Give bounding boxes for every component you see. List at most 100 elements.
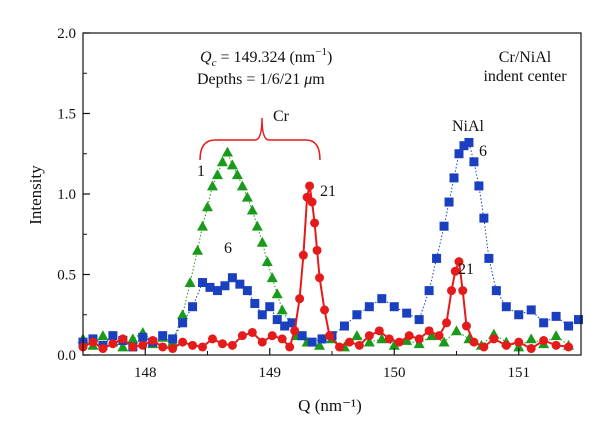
x-tick-label: 150	[383, 365, 406, 381]
data-point	[310, 218, 320, 228]
y-tick-label: 0.5	[57, 268, 76, 284]
data-point	[257, 310, 267, 320]
data-point	[454, 149, 464, 159]
data-point	[98, 344, 108, 354]
data-point	[424, 326, 434, 336]
data-point	[298, 250, 308, 260]
sample-label-line2: indent center	[483, 68, 567, 85]
data-point	[479, 213, 489, 223]
data-point	[388, 339, 400, 350]
data-point	[474, 181, 484, 191]
data-point	[442, 318, 452, 328]
data-point	[271, 288, 283, 299]
data-point	[108, 339, 118, 349]
data-point	[449, 173, 459, 183]
data-point	[158, 331, 168, 341]
data-point	[242, 286, 252, 296]
data-point	[402, 308, 412, 318]
data-point	[307, 197, 317, 207]
data-point	[206, 180, 218, 191]
data-point	[339, 321, 349, 331]
data-point	[426, 330, 438, 341]
data-point	[237, 331, 247, 341]
data-point	[384, 334, 394, 344]
data-point	[551, 340, 561, 350]
data-point	[539, 318, 549, 328]
depth-1-label: 1	[197, 163, 205, 180]
data-point	[227, 340, 237, 350]
x-axis-title: Q (nm⁻¹)	[298, 396, 362, 415]
data-point	[198, 278, 208, 288]
cr-label: Cr	[273, 108, 290, 125]
data-point	[197, 220, 209, 231]
data-point	[241, 191, 253, 202]
data-point	[305, 181, 315, 191]
data-point	[484, 253, 494, 263]
data-point	[108, 331, 118, 341]
data-point	[525, 333, 537, 344]
data-point	[280, 321, 290, 331]
data-point	[127, 333, 139, 344]
data-point	[461, 321, 471, 331]
data-point	[231, 169, 243, 180]
data-point	[236, 180, 248, 191]
data-point	[257, 337, 267, 347]
data-point	[351, 330, 363, 341]
data-point	[138, 340, 148, 350]
data-point	[352, 310, 362, 320]
data-point	[246, 204, 258, 215]
series-line	[82, 185, 569, 350]
y-tick-label: 0.0	[57, 348, 76, 364]
x-tick-label: 148	[134, 365, 157, 381]
data-point	[211, 169, 223, 180]
sample-label-line1: Cr/NiAl	[499, 49, 552, 66]
data-point	[451, 325, 462, 336]
data-point	[414, 315, 424, 325]
data-point	[374, 326, 384, 336]
data-point	[424, 286, 434, 296]
data-point	[290, 326, 300, 336]
data-point	[514, 310, 524, 320]
y-tick-label: 1.5	[57, 107, 76, 123]
data-point	[315, 273, 325, 283]
data-point	[354, 340, 364, 350]
data-point	[227, 273, 237, 283]
data-point	[551, 311, 561, 321]
data-point	[265, 302, 275, 312]
data-point	[454, 257, 464, 267]
cr-bracket	[199, 117, 321, 161]
data-point	[205, 282, 215, 292]
depth-21-cr-label: 21	[320, 183, 336, 200]
data-point	[235, 279, 245, 289]
data-point	[564, 321, 574, 331]
data-point	[207, 334, 217, 344]
data-point	[251, 220, 263, 231]
data-point	[267, 331, 277, 341]
data-point	[188, 340, 198, 350]
tick-layer: 148 149 150 151 0.0 0.5 1.0 1.5 2.0	[57, 26, 582, 381]
data-point	[307, 337, 317, 347]
depth-21-nial-label: 21	[458, 261, 474, 278]
x-tick-label: 149	[259, 365, 282, 381]
data-point	[432, 253, 442, 263]
data-point	[277, 334, 287, 344]
data-point	[272, 315, 282, 325]
data-point	[514, 337, 524, 347]
data-point	[404, 331, 414, 341]
data-point	[469, 157, 479, 167]
data-point	[539, 336, 549, 346]
data-point	[168, 334, 178, 344]
data-point	[314, 339, 326, 350]
data-point	[198, 342, 208, 352]
series-line	[82, 141, 579, 348]
depths-annotation: Depths = 1/6/21 μm	[197, 71, 325, 88]
data-point	[295, 294, 305, 304]
data-point	[221, 146, 233, 157]
data-point	[202, 201, 213, 212]
data-point	[444, 197, 454, 207]
data-point	[394, 337, 404, 347]
data-point	[297, 331, 307, 341]
data-point	[438, 336, 450, 347]
data-point	[325, 331, 335, 341]
